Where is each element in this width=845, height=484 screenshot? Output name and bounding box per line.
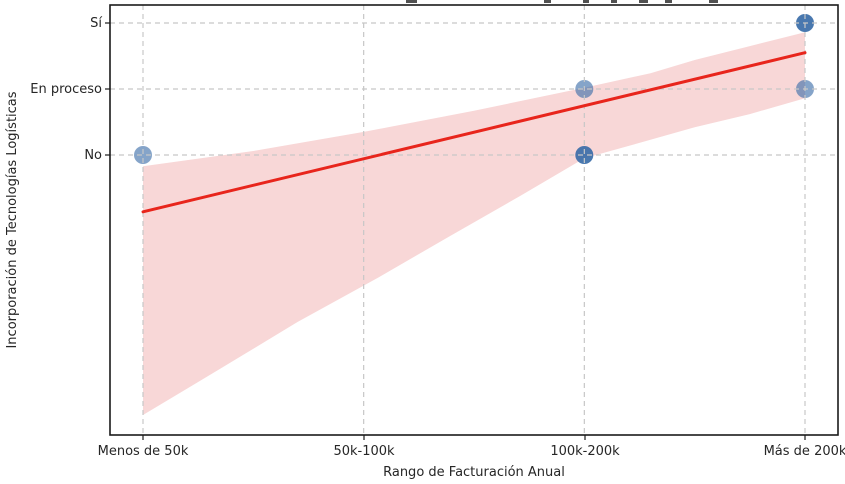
clipped-title-fragments (406, 0, 718, 3)
scatter-point (134, 146, 152, 164)
confidence-band-layer (143, 32, 805, 415)
tick-marks (105, 22, 806, 440)
plot-border (109, 4, 839, 436)
xtick-label-menos50k: Menos de 50k (98, 444, 189, 459)
scatter-point (575, 146, 594, 164)
xtick-label-50k100k: 50k-100k (333, 444, 395, 459)
xtick-label-mas200k: Más de 200k (764, 444, 845, 459)
ytick-label-si: Sí (90, 16, 102, 31)
confidence-band (143, 32, 805, 415)
ytick-label-enproceso: En proceso (30, 82, 102, 97)
x-axis-title: Rango de Facturación Anual (383, 465, 565, 480)
regression-line-layer (141, 51, 807, 214)
regression-line (141, 51, 807, 214)
ytick-label-no: No (84, 148, 102, 163)
gridlines-layer (110, 5, 838, 435)
xtick-label-100k200k: 100k-200k (550, 444, 620, 459)
y-axis-title: Incorporación de Tecnologías Logísticas (5, 91, 20, 348)
